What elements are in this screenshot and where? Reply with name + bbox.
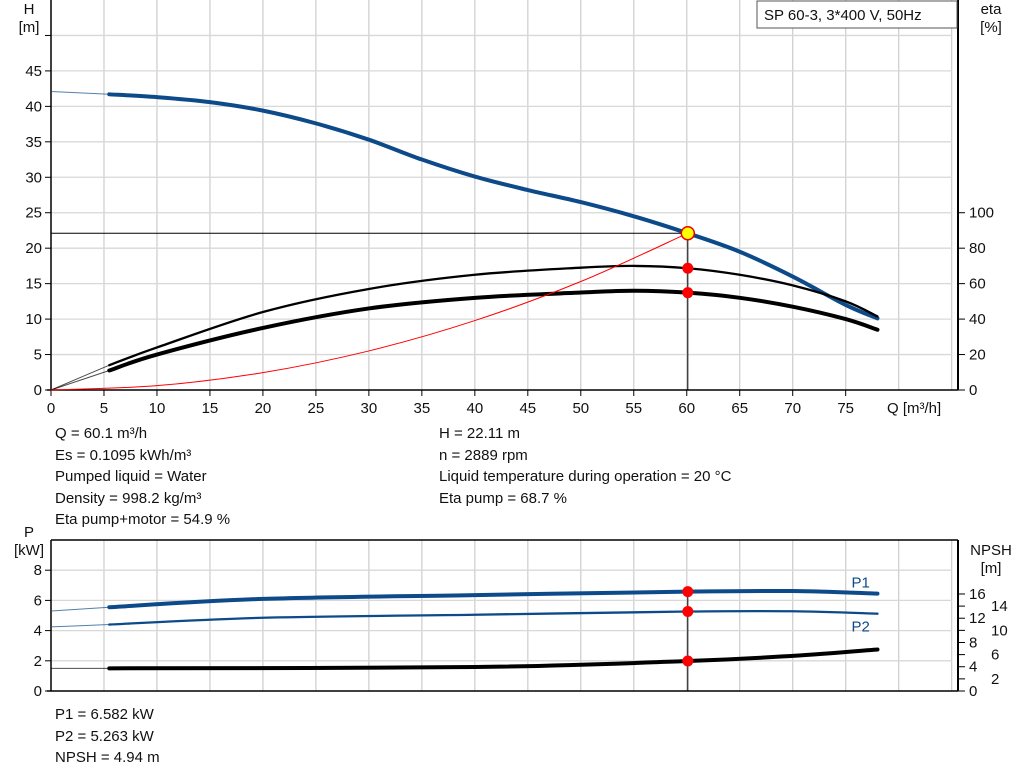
y-axis-unit: [m] xyxy=(19,19,40,36)
y2-tick-label: 80 xyxy=(969,240,986,257)
x-axis-label: Q [m³/h] xyxy=(887,400,941,417)
y2-tick-label: 16 xyxy=(969,586,986,603)
y-tick-label: 40 xyxy=(25,98,42,115)
series-line-eta_pump xyxy=(108,264,879,367)
x-tick-label: 30 xyxy=(361,400,378,417)
y2-tick-label: 0 xyxy=(969,382,977,399)
x-tick-label: 20 xyxy=(255,400,272,417)
x-tick-label: 5 xyxy=(100,400,108,417)
duty-marker-eta-pump xyxy=(682,262,694,274)
y2-axis-label: NPSH xyxy=(970,542,1012,559)
y2-axis-unit: [m] xyxy=(981,560,1002,577)
x-tick-label: 35 xyxy=(414,400,431,417)
x-tick-label: 55 xyxy=(625,400,642,417)
y-axis-unit: [kW] xyxy=(14,542,44,559)
info-eta-pump: Eta pump = 68.7 % xyxy=(439,489,567,507)
y2-tick-label: 60 xyxy=(969,276,986,293)
y-tick-label: 2 xyxy=(34,653,42,670)
info-p2: P2 = 5.263 kW xyxy=(55,727,154,745)
series-extension-eta_pump xyxy=(50,364,110,391)
y2-tick-label: 2 xyxy=(991,671,999,688)
y-tick-label: 15 xyxy=(25,276,42,293)
info-density: Density = 998.2 kg/m³ xyxy=(55,489,202,507)
series-line-H xyxy=(107,92,880,321)
y2-tick-label: 10 xyxy=(991,622,1008,639)
x-tick-label: 65 xyxy=(731,400,748,417)
x-tick-label: 70 xyxy=(784,400,801,417)
x-tick-label: 75 xyxy=(837,400,854,417)
y-axis-label: P xyxy=(24,524,34,541)
chart-title: SP 60-3, 3*400 V, 50Hz xyxy=(764,7,922,24)
x-tick-label: 0 xyxy=(47,400,55,417)
series-extension-P1 xyxy=(50,606,110,612)
info-es: Es = 0.1095 kWh/m³ xyxy=(55,446,192,464)
x-tick-label: 40 xyxy=(466,400,483,417)
y-axis-label: H xyxy=(24,1,35,18)
x-tick-label: 60 xyxy=(678,400,695,417)
series-extension-eta_pump_motor xyxy=(50,370,110,391)
info-q: Q = 60.1 m³/h xyxy=(55,425,148,442)
duty-point-marker xyxy=(680,225,696,241)
series-line-eta_pump_motor xyxy=(107,288,880,373)
info-bottom: P1 = 6.582 kW P2 = 5.263 kW NPSH = 4.94 … xyxy=(55,704,160,769)
y-tick-label: 0 xyxy=(34,382,42,399)
series-line-system_curve xyxy=(50,232,689,391)
y-tick-label: 25 xyxy=(25,205,42,222)
info-eta-pump-motor: Eta pump+motor = 54.9 % xyxy=(55,511,231,528)
y-tick-label: 5 xyxy=(34,347,42,364)
x-tick-label: 15 xyxy=(202,400,219,417)
y2-tick-label: 0 xyxy=(969,683,977,700)
y-tick-label: 45 xyxy=(25,63,42,80)
info-p1: P1 = 6.582 kW xyxy=(55,706,154,723)
duty-marker-NPSH xyxy=(682,655,694,667)
series-line-NPSH xyxy=(107,647,880,671)
series-line-P1 xyxy=(107,588,880,610)
series-line-P2 xyxy=(108,609,879,626)
y2-tick-label: 8 xyxy=(969,634,977,651)
info-right: H = 22.11 m n = 2889 rpm Liquid temperat… xyxy=(439,423,731,509)
y2-tick-label: 20 xyxy=(969,347,986,364)
y2-axis-label: eta xyxy=(981,1,1003,18)
y-tick-label: 6 xyxy=(34,592,42,609)
legend-box xyxy=(756,0,958,29)
y2-tick-label: 6 xyxy=(991,647,999,664)
x-tick-label: 50 xyxy=(572,400,589,417)
info-npsh: NPSH = 4.94 m xyxy=(55,749,160,766)
series-extension-P2 xyxy=(50,624,110,628)
series-label-P2: P2 xyxy=(851,619,869,636)
y-tick-label: 0 xyxy=(34,683,42,700)
x-tick-label: 10 xyxy=(149,400,166,417)
duty-marker-P2 xyxy=(682,606,694,618)
duty-marker-eta-pump-motor xyxy=(682,287,694,299)
y-tick-label: 10 xyxy=(25,311,42,328)
info-n: n = 2889 rpm xyxy=(439,446,528,464)
info-left: Q = 60.1 m³/h Es = 0.1095 kWh/m³ Pumped … xyxy=(55,423,230,531)
y-tick-label: 4 xyxy=(34,623,42,640)
y2-tick-label: 12 xyxy=(969,610,986,627)
series-extension-H xyxy=(50,90,110,95)
duty-marker-P1 xyxy=(682,586,694,598)
y-tick-label: 30 xyxy=(25,169,42,186)
series-label-P1: P1 xyxy=(851,575,869,592)
info-liquid: Pumped liquid = Water xyxy=(55,468,207,485)
x-tick-label: 25 xyxy=(308,400,325,417)
y2-tick-label: 4 xyxy=(969,659,977,676)
y-tick-label: 35 xyxy=(25,134,42,151)
y-tick-label: 20 xyxy=(25,240,42,257)
y2-axis-unit: [%] xyxy=(980,19,1002,36)
info-temp: Liquid temperature during operation = 20… xyxy=(439,468,732,485)
y2-tick-label: 40 xyxy=(969,311,986,328)
y2-tick-label: 100 xyxy=(969,205,994,222)
info-h: H = 22.11 m xyxy=(439,425,521,442)
y2-tick-label: 14 xyxy=(991,598,1008,615)
y-tick-label: 8 xyxy=(34,562,42,579)
x-tick-label: 45 xyxy=(519,400,536,417)
